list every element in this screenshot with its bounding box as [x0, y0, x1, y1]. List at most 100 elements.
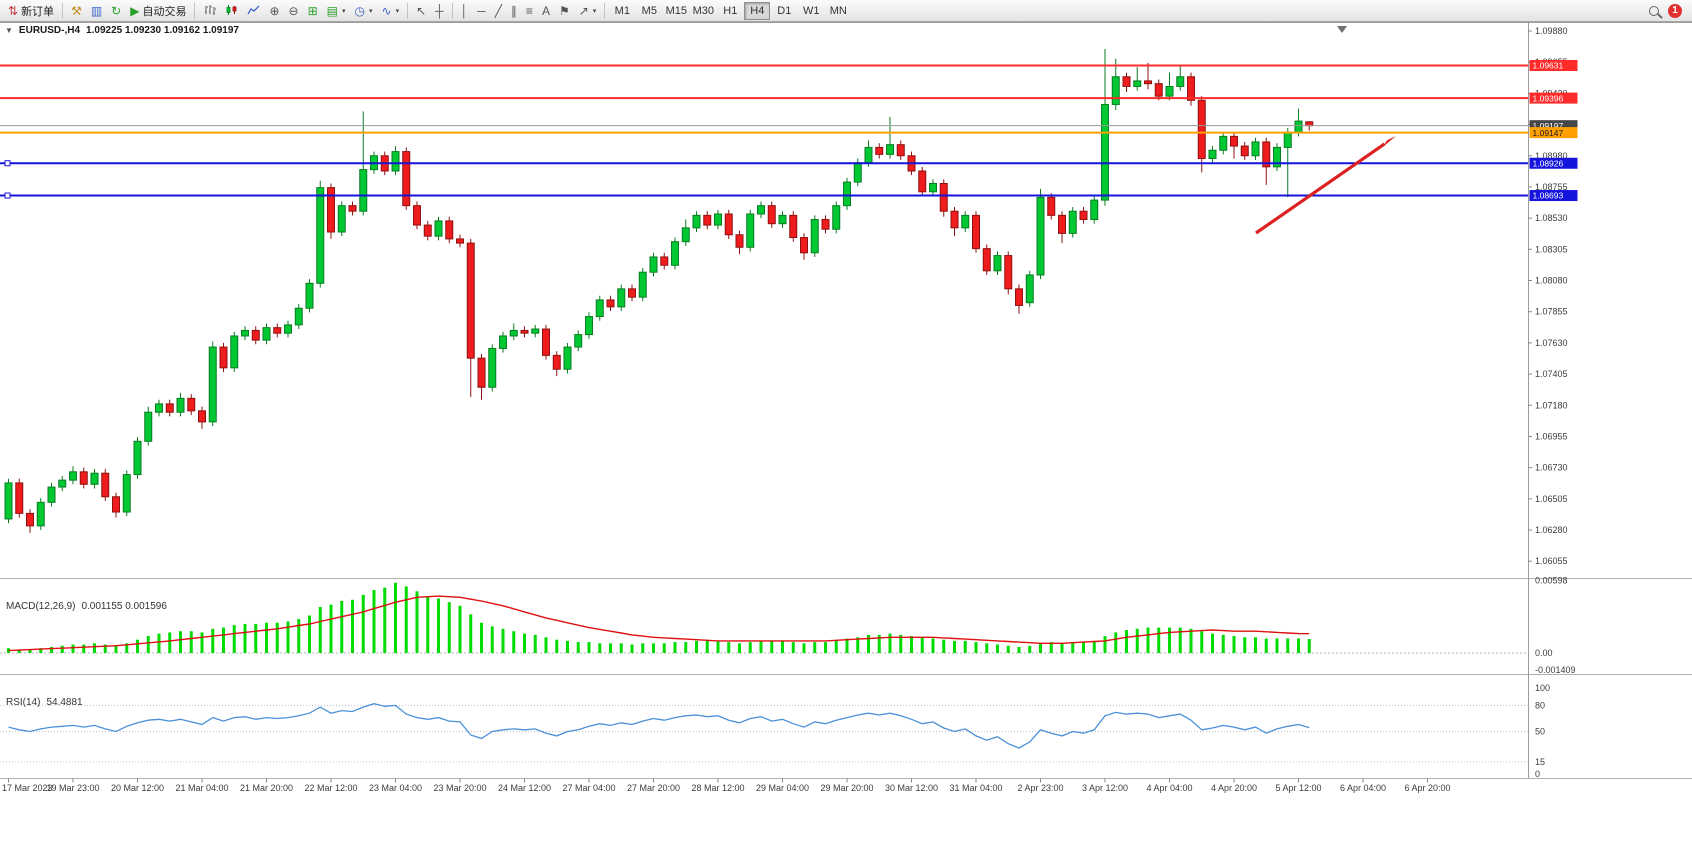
svg-text:31 Mar 04:00: 31 Mar 04:00 — [949, 783, 1002, 793]
svg-text:23 Mar 04:00: 23 Mar 04:00 — [369, 783, 422, 793]
svg-text:4 Apr 04:00: 4 Apr 04:00 — [1146, 783, 1192, 793]
line-chart-button[interactable] — [243, 2, 264, 20]
svg-text:1.07630: 1.07630 — [1535, 338, 1568, 348]
svg-text:1.08305: 1.08305 — [1535, 244, 1568, 254]
svg-text:-0.001409: -0.001409 — [1535, 665, 1576, 675]
timeframe-m15[interactable]: M15 — [663, 2, 689, 20]
timeframe-m5[interactable]: M5 — [636, 2, 662, 20]
chart-shift-marker[interactable] — [1337, 26, 1347, 33]
chevron-down-icon: ▾ — [342, 7, 346, 15]
bar-chart-button[interactable] — [199, 2, 220, 20]
svg-text:1.09631: 1.09631 — [1533, 61, 1564, 71]
svg-text:3 Apr 12:00: 3 Apr 12:00 — [1082, 783, 1128, 793]
toolbar-separator — [451, 2, 453, 19]
toolbar-separator — [604, 2, 606, 19]
timeframe-h1[interactable]: H1 — [717, 2, 743, 20]
refresh-button[interactable]: ↻ — [107, 2, 125, 20]
timeframe-w1[interactable]: W1 — [798, 2, 824, 20]
timeframe-d1[interactable]: D1 — [771, 2, 797, 20]
notification-badge[interactable]: 1 — [1668, 3, 1682, 18]
svg-text:22 Mar 12:00: 22 Mar 12:00 — [304, 783, 357, 793]
search-icon — [1649, 5, 1659, 16]
indicator-wave-icon: ∿ — [381, 3, 392, 18]
text-button[interactable]: A — [538, 2, 554, 20]
fibonacci-button[interactable]: ≡ — [522, 2, 537, 20]
flag-label-icon: ⚑ — [558, 3, 570, 18]
text-icon: A — [541, 3, 550, 18]
svg-text:6 Apr 04:00: 6 Apr 04:00 — [1340, 783, 1386, 793]
vertical-line-button[interactable]: │ — [457, 2, 473, 20]
trend-arrow-annotation[interactable] — [1255, 136, 1396, 235]
play-icon: ▶ — [130, 3, 140, 18]
chart-canvas[interactable]: 1.098801.096551.094301.092051.089801.087… — [0, 22, 1692, 847]
svg-text:4 Apr 20:00: 4 Apr 20:00 — [1211, 783, 1257, 793]
autotrading-label: 自动交易 — [142, 5, 187, 18]
zoom-in-button[interactable]: ⊕ — [265, 2, 283, 20]
vertical-line-icon: │ — [460, 3, 469, 18]
svg-text:1.07405: 1.07405 — [1535, 369, 1568, 379]
chart-window: 1.098801.096551.094301.092051.089801.087… — [0, 22, 1692, 847]
svg-text:19 Mar 23:00: 19 Mar 23:00 — [46, 783, 99, 793]
period-converter-button[interactable]: ◷ ▾ — [351, 2, 377, 20]
new-order-button[interactable]: ⇅ 新订单 — [4, 2, 58, 20]
pane-separators — [0, 22, 1692, 779]
profiles-icon: ▥ — [90, 3, 103, 18]
candlestick-chart-icon — [227, 5, 237, 15]
search-button[interactable] — [1645, 2, 1663, 20]
zoom-out-icon: ⊖ — [288, 3, 299, 18]
new-order-label: 新订单 — [21, 5, 55, 18]
new-order-icon: ⇅ — [8, 3, 19, 18]
fibonacci-icon: ≡ — [525, 3, 533, 18]
timeframe-m1[interactable]: M1 — [609, 2, 635, 20]
horizontal-line-button[interactable]: ─ — [473, 2, 490, 20]
horizontal-line-icon: ─ — [477, 3, 486, 18]
zoom-in-icon: ⊕ — [269, 3, 280, 18]
rsi-pane: 100 80 50 15 0 — [0, 683, 1550, 779]
text-label-button[interactable]: ⚑ — [555, 2, 574, 20]
metaeditor-button[interactable]: ⚒ — [67, 2, 86, 20]
chevron-down-icon: ▾ — [395, 7, 400, 15]
autotrading-button[interactable]: ▶ 自动交易 — [126, 2, 190, 20]
profiles-button[interactable]: ▥ — [87, 2, 106, 20]
svg-text:5 Apr 12:00: 5 Apr 12:00 — [1275, 783, 1321, 793]
chart-window-menu-button[interactable]: ▤ ▾ — [323, 2, 350, 20]
candles — [4, 49, 1314, 533]
zoom-out-button[interactable]: ⊖ — [285, 2, 303, 20]
svg-text:1.08530: 1.08530 — [1535, 213, 1568, 223]
cursor-icon: ↖ — [416, 3, 427, 18]
svg-text:1.07180: 1.07180 — [1535, 400, 1568, 410]
timeframe-h4[interactable]: H4 — [744, 1, 771, 20]
channel-button[interactable]: ∥ — [507, 2, 521, 20]
toolbar-separator — [407, 2, 409, 19]
svg-text:1.06505: 1.06505 — [1535, 494, 1568, 504]
svg-text:1.08080: 1.08080 — [1535, 276, 1568, 286]
svg-text:28 Mar 12:00: 28 Mar 12:00 — [691, 783, 744, 793]
chart-window-icon: ▤ — [326, 3, 338, 18]
trendline-button[interactable]: ╱ — [491, 2, 506, 20]
refresh-icon: ↻ — [111, 3, 122, 18]
cursor-button[interactable]: ↖ — [412, 2, 430, 20]
line-chart-icon — [247, 5, 260, 15]
macd-pane: 0.00598 0.00 -0.001409 — [0, 576, 1576, 675]
svg-text:50: 50 — [1535, 727, 1545, 737]
svg-text:0.00: 0.00 — [1535, 648, 1553, 658]
timeframe-m30[interactable]: M30 — [690, 2, 716, 20]
candlestick-chart-button[interactable] — [221, 2, 242, 20]
timeframe-mn[interactable]: MN — [825, 2, 851, 20]
svg-text:1.06280: 1.06280 — [1535, 525, 1568, 535]
tile-windows-icon: ⊞ — [307, 3, 318, 18]
tile-windows-button[interactable]: ⊞ — [304, 2, 322, 20]
indicators-menu-button[interactable]: ∿ ▾ — [378, 2, 404, 20]
chevron-down-icon: ▾ — [369, 7, 373, 15]
svg-text:29 Mar 04:00: 29 Mar 04:00 — [756, 783, 809, 793]
crosshair-button[interactable]: ┼ — [431, 2, 448, 20]
one-click-trading-toggle-icon[interactable]: ▼ — [5, 26, 13, 35]
svg-text:1.09396: 1.09396 — [1533, 93, 1564, 103]
arrows-menu-button[interactable]: ↗ ▾ — [575, 2, 601, 20]
svg-text:1.08693: 1.08693 — [1533, 191, 1564, 201]
price-scale[interactable]: 1.098801.096551.094301.092051.089801.087… — [1528, 26, 1568, 566]
bar-chart-icon — [205, 5, 217, 15]
hammer-icon: ⚒ — [71, 3, 82, 18]
